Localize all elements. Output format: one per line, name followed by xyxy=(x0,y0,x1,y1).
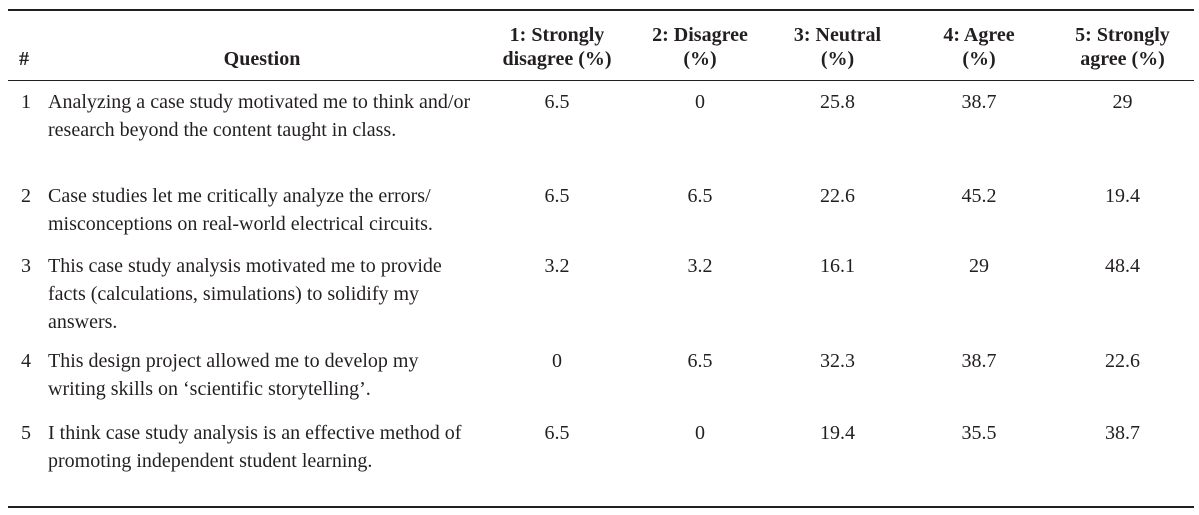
cell-strongly-agree: 38.7 xyxy=(1105,422,1140,444)
cell-strongly-disagree: 6.5 xyxy=(544,422,570,444)
table-row: 5 I think case study analysis is an effe… xyxy=(8,413,1194,503)
cell-neutral: 16.1 xyxy=(820,255,855,277)
cell-agree: 29 xyxy=(969,255,989,277)
cell-strongly-agree: 22.6 xyxy=(1105,350,1140,372)
header-neutral-line2: (%) xyxy=(820,48,855,70)
data-table: # Question 1: Strongly disagree (%) 2: D… xyxy=(8,12,1194,503)
row-number: 3 xyxy=(21,255,31,277)
cell-disagree: 6.5 xyxy=(687,350,713,372)
header-strongly-agree: 5: Strongly agree (%) xyxy=(1051,12,1194,80)
table-row: 1 Analyzing a case study motivated me to… xyxy=(8,80,1194,174)
cell-strongly-disagree: 6.5 xyxy=(544,185,570,207)
cell-strongly-agree: 29 xyxy=(1112,91,1133,113)
row-question: Case studies let me critically analyze t… xyxy=(48,185,433,235)
row-number: 4 xyxy=(21,350,31,372)
header-rule xyxy=(8,80,1194,81)
row-number: 2 xyxy=(21,185,31,207)
header-row: # Question 1: Strongly disagree (%) 2: D… xyxy=(8,12,1194,80)
cell-agree: 38.7 xyxy=(961,91,997,113)
table-top-rule xyxy=(8,9,1194,11)
header-neutral: 3: Neutral (%) xyxy=(768,12,907,80)
cell-agree: 38.7 xyxy=(961,350,997,372)
header-strongly-disagree-line1: 1: Strongly xyxy=(509,24,605,46)
header-disagree: 2: Disagree (%) xyxy=(632,12,768,80)
header-strongly-disagree-line2: disagree (%) xyxy=(502,48,612,70)
cell-disagree: 6.5 xyxy=(687,185,713,207)
header-disagree-line2: (%) xyxy=(683,48,717,70)
cell-strongly-disagree: 3.2 xyxy=(544,255,570,277)
cell-strongly-disagree: 0 xyxy=(552,350,562,372)
cell-strongly-disagree: 6.5 xyxy=(544,91,570,113)
header-number: # xyxy=(19,48,29,70)
table-bottom-rule xyxy=(8,506,1194,508)
table-row: 3 This case study analysis motivated me … xyxy=(8,246,1194,341)
cell-strongly-agree: 19.4 xyxy=(1105,185,1140,207)
header-agree: 4: Agree (%) xyxy=(907,12,1051,80)
row-question: This case study analysis motivated me to… xyxy=(48,255,442,333)
header-strongly-agree-line1: 5: Strongly xyxy=(1075,24,1170,46)
header-disagree-line1: 2: Disagree xyxy=(652,24,748,46)
header-agree-line2: (%) xyxy=(962,48,996,70)
table-row: 2 Case studies let me critically analyze… xyxy=(8,174,1194,246)
cell-neutral: 32.3 xyxy=(820,350,855,372)
cell-agree: 35.5 xyxy=(961,422,997,444)
cell-disagree: 3.2 xyxy=(687,255,713,277)
cell-disagree: 0 xyxy=(695,91,705,113)
header-question: Question xyxy=(223,48,301,70)
row-question: I think case study analysis is an effect… xyxy=(48,422,462,472)
cell-neutral: 19.4 xyxy=(820,422,855,444)
cell-neutral: 22.6 xyxy=(820,185,855,207)
header-strongly-agree-line2: agree (%) xyxy=(1080,48,1165,70)
row-number: 1 xyxy=(21,91,31,113)
table-row: 4 This design project allowed me to deve… xyxy=(8,341,1194,413)
cell-strongly-agree: 48.4 xyxy=(1105,255,1140,277)
cell-disagree: 0 xyxy=(695,422,705,444)
header-neutral-line1: 3: Neutral xyxy=(793,24,882,46)
header-strongly-disagree: 1: Strongly disagree (%) xyxy=(482,12,632,80)
row-question: This design project allowed me to develo… xyxy=(48,350,419,400)
cell-neutral: 25.8 xyxy=(820,91,855,113)
row-number: 5 xyxy=(21,422,31,444)
row-question: Analyzing a case study motivated me to t… xyxy=(48,91,471,141)
cell-agree: 45.2 xyxy=(961,185,997,207)
header-agree-line1: 4: Agree xyxy=(943,24,1015,46)
